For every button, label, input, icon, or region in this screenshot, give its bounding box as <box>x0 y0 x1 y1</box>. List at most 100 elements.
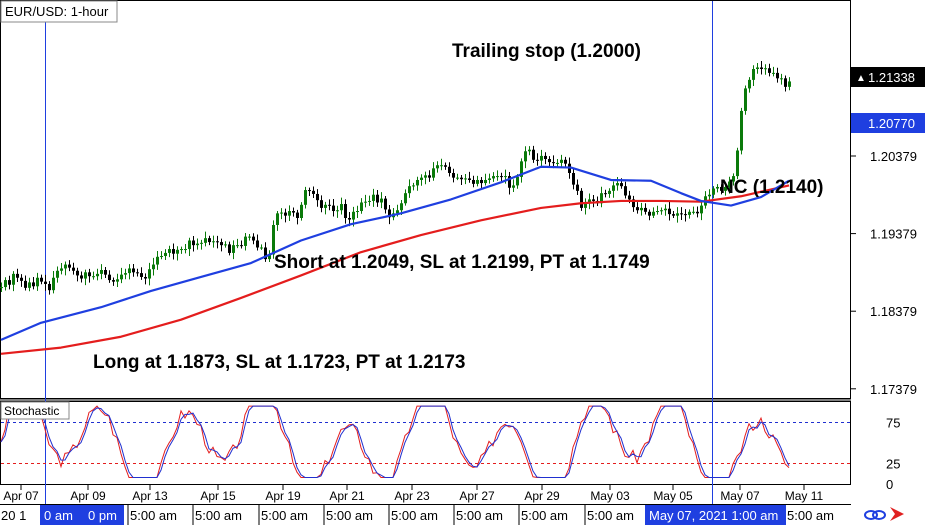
candle-body <box>80 275 83 279</box>
candle-body <box>0 287 3 289</box>
candle <box>540 149 543 167</box>
candle <box>32 276 35 290</box>
candle-body <box>660 210 663 212</box>
candle-body <box>752 69 755 80</box>
candle <box>424 171 427 185</box>
candle-body <box>164 252 167 257</box>
window-title-box <box>0 0 118 23</box>
candle <box>408 179 411 198</box>
candle <box>260 244 263 250</box>
up-arrow-icon: ▲ <box>856 73 866 84</box>
candle-body <box>72 267 75 271</box>
candle-body <box>532 149 535 160</box>
candle-body <box>236 245 239 247</box>
candle-body <box>552 162 555 164</box>
candle <box>256 234 259 251</box>
candle-body <box>728 181 731 187</box>
candle <box>472 175 475 188</box>
candle-body <box>16 273 19 278</box>
candle <box>68 260 71 272</box>
bottom-cell-label: 5:00 am <box>261 508 308 523</box>
candle-body <box>184 249 187 251</box>
candle-body <box>328 204 331 206</box>
candle <box>776 67 779 83</box>
candle-body <box>588 199 591 203</box>
stoch-level-label: 25 <box>886 457 900 472</box>
candle-body <box>116 279 119 282</box>
candle-body <box>36 277 39 287</box>
candle <box>728 176 731 194</box>
candle-body <box>584 202 587 208</box>
candle <box>48 281 51 295</box>
candle <box>560 154 563 168</box>
candle <box>788 77 791 91</box>
candle <box>304 186 307 209</box>
candle-body <box>380 198 383 203</box>
candle <box>100 264 103 280</box>
candle-body <box>692 211 695 213</box>
candle <box>760 60 763 75</box>
candle <box>580 188 583 211</box>
ma-fast-line <box>0 165 790 341</box>
time-tick-label: May 05 <box>653 489 693 503</box>
candle <box>268 250 271 262</box>
candle <box>696 206 699 218</box>
ma-price-badge-bg <box>851 113 925 133</box>
time-tick-label: Apr 23 <box>394 489 430 503</box>
candle <box>336 205 339 218</box>
candle-body <box>488 178 491 180</box>
candle <box>600 186 603 208</box>
candle <box>212 235 215 248</box>
candle-body <box>204 238 207 243</box>
candle-body <box>160 256 163 258</box>
candle <box>60 262 63 275</box>
candle-body <box>372 194 375 201</box>
candle-body <box>84 272 87 279</box>
candle-body <box>364 201 367 203</box>
candle-body <box>384 198 387 210</box>
candle-body <box>276 213 279 225</box>
candle <box>140 267 143 280</box>
arrow-icon[interactable] <box>890 507 904 521</box>
candle-body <box>124 273 127 275</box>
candle-body <box>484 179 487 184</box>
candle-body <box>156 256 159 265</box>
candle <box>556 159 559 167</box>
bottom-cell-label: 5:00 am <box>195 508 242 523</box>
ma-price-value: 1.20770 <box>868 116 915 131</box>
candle <box>456 173 459 181</box>
candle-body <box>760 67 763 70</box>
candle-body <box>108 274 111 281</box>
candle-body <box>768 68 771 73</box>
candle-body <box>540 155 543 161</box>
candle <box>180 246 183 254</box>
candle <box>148 262 151 286</box>
candle <box>500 172 503 183</box>
candle-body <box>724 186 727 191</box>
candle-body <box>40 277 43 282</box>
candle-body <box>444 165 447 167</box>
cursor-time-badge-left <box>40 505 124 525</box>
link-icon[interactable] <box>864 510 886 520</box>
time-tick-label: Apr 09 <box>70 489 106 503</box>
candle <box>52 270 55 294</box>
candle-body <box>376 194 379 203</box>
candle-body <box>616 183 619 186</box>
candle-body <box>648 211 651 216</box>
candle <box>36 272 39 291</box>
candle <box>128 264 131 280</box>
stoch-title: Stochastic <box>4 404 59 418</box>
candle <box>692 206 695 215</box>
time-tick-label: Apr 29 <box>524 489 560 503</box>
candle <box>144 273 147 285</box>
candle <box>572 168 575 190</box>
candle <box>744 85 747 115</box>
candle <box>372 188 375 207</box>
candle-body <box>480 179 483 184</box>
candle <box>88 268 91 283</box>
candle-body <box>544 155 547 160</box>
candle <box>712 186 715 199</box>
candle <box>200 239 203 250</box>
candle <box>512 179 515 192</box>
candle-body <box>112 280 115 282</box>
